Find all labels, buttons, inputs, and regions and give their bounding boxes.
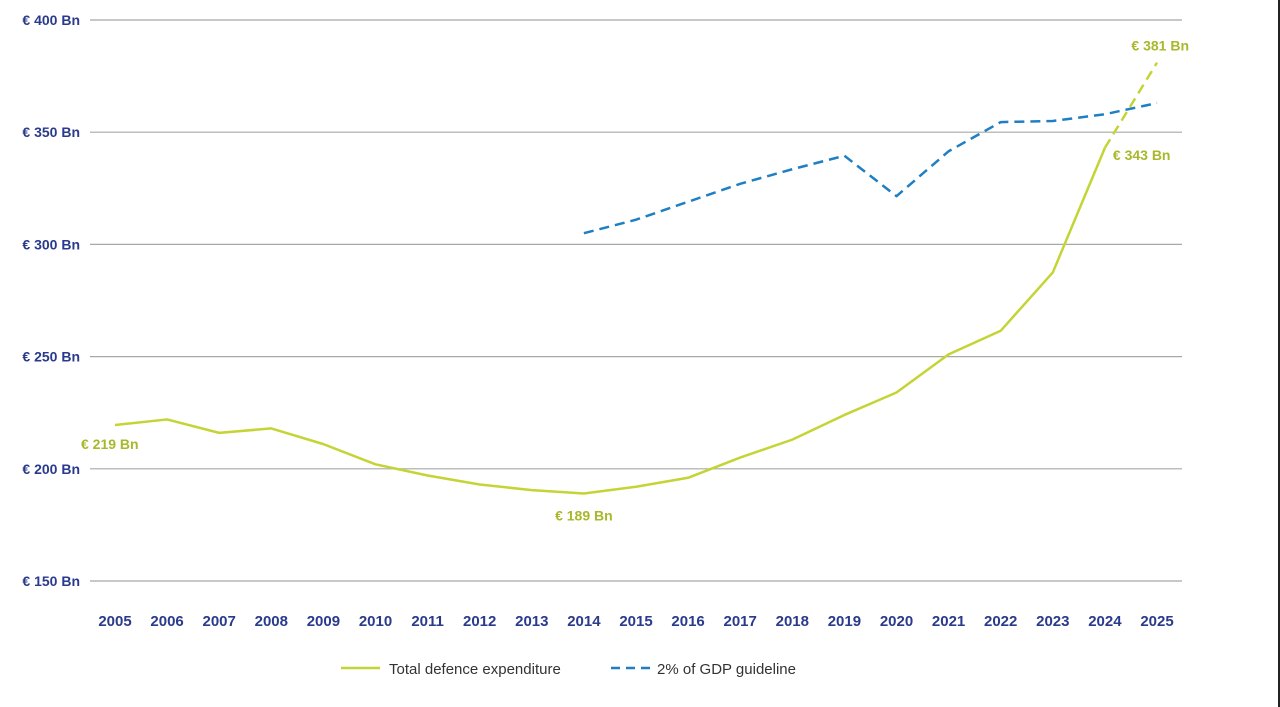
data-label-2025: € 381 Bn bbox=[1131, 38, 1189, 54]
x-tick-label-2021: 2021 bbox=[932, 613, 965, 630]
x-tick-label-2009: 2009 bbox=[307, 613, 340, 630]
x-tick-label-2024: 2024 bbox=[1088, 613, 1122, 630]
legend-label-gdp-guideline: 2% of GDP guideline bbox=[657, 661, 796, 678]
data-label-2024: € 343 Bn bbox=[1113, 147, 1171, 163]
x-tick-label-2013: 2013 bbox=[515, 613, 548, 630]
x-tick-label-2012: 2012 bbox=[463, 613, 496, 630]
x-tick-label-2023: 2023 bbox=[1036, 613, 1069, 630]
legend: Total defence expenditure 2% of GDP guid… bbox=[341, 661, 796, 678]
x-tick-label-2011: 2011 bbox=[411, 613, 444, 630]
x-tick-label-2005: 2005 bbox=[98, 613, 131, 630]
gridlines bbox=[90, 19, 1182, 582]
legend-label-total-defence-expenditure: Total defence expenditure bbox=[389, 661, 561, 678]
data-label-2005: € 219 Bn bbox=[81, 436, 139, 452]
series-lines bbox=[114, 61, 1159, 495]
series-line-total-defence-expenditure bbox=[114, 147, 1107, 495]
x-tick-label-2018: 2018 bbox=[776, 613, 809, 630]
x-tick-label-2017: 2017 bbox=[724, 613, 757, 630]
data-annotations: € 219 Bn € 189 Bn € 343 Bn € 381 Bn bbox=[81, 38, 1189, 524]
y-tick-label-400: € 400 Bn bbox=[22, 12, 80, 28]
x-tick-label-2025: 2025 bbox=[1140, 613, 1173, 630]
series-line-2-of-gdp-guideline bbox=[583, 101, 1158, 235]
y-tick-label-300: € 300 Bn bbox=[22, 236, 80, 252]
x-tick-label-2014: 2014 bbox=[567, 613, 601, 630]
x-tick-label-2022: 2022 bbox=[984, 613, 1017, 630]
y-tick-label-200: € 200 Bn bbox=[22, 461, 80, 477]
x-tick-label-2015: 2015 bbox=[619, 613, 652, 630]
x-tick-label-2010: 2010 bbox=[359, 613, 392, 630]
x-tick-label-2019: 2019 bbox=[828, 613, 861, 630]
y-axis-labels: € 400 Bn € 350 Bn € 300 Bn € 250 Bn € 200 Bn… bbox=[22, 12, 80, 589]
x-tick-label-2016: 2016 bbox=[671, 613, 704, 630]
x-tick-label-2007: 2007 bbox=[203, 613, 236, 630]
x-tick-label-2006: 2006 bbox=[150, 613, 183, 630]
y-tick-label-250: € 250 Bn bbox=[22, 349, 80, 365]
x-axis-labels: 2005 2006 2007 2008 2009 2010 2011 2012 2013 2014… bbox=[98, 613, 1173, 630]
y-tick-label-150: € 150 Bn bbox=[22, 573, 80, 589]
series-line-total-defence-expenditure-projection bbox=[1103, 61, 1159, 149]
x-tick-label-2020: 2020 bbox=[880, 613, 913, 630]
y-tick-label-350: € 350 Bn bbox=[22, 124, 80, 140]
data-label-2014: € 189 Bn bbox=[555, 507, 613, 523]
x-tick-label-2008: 2008 bbox=[255, 613, 288, 630]
right-border bbox=[1278, 0, 1280, 707]
